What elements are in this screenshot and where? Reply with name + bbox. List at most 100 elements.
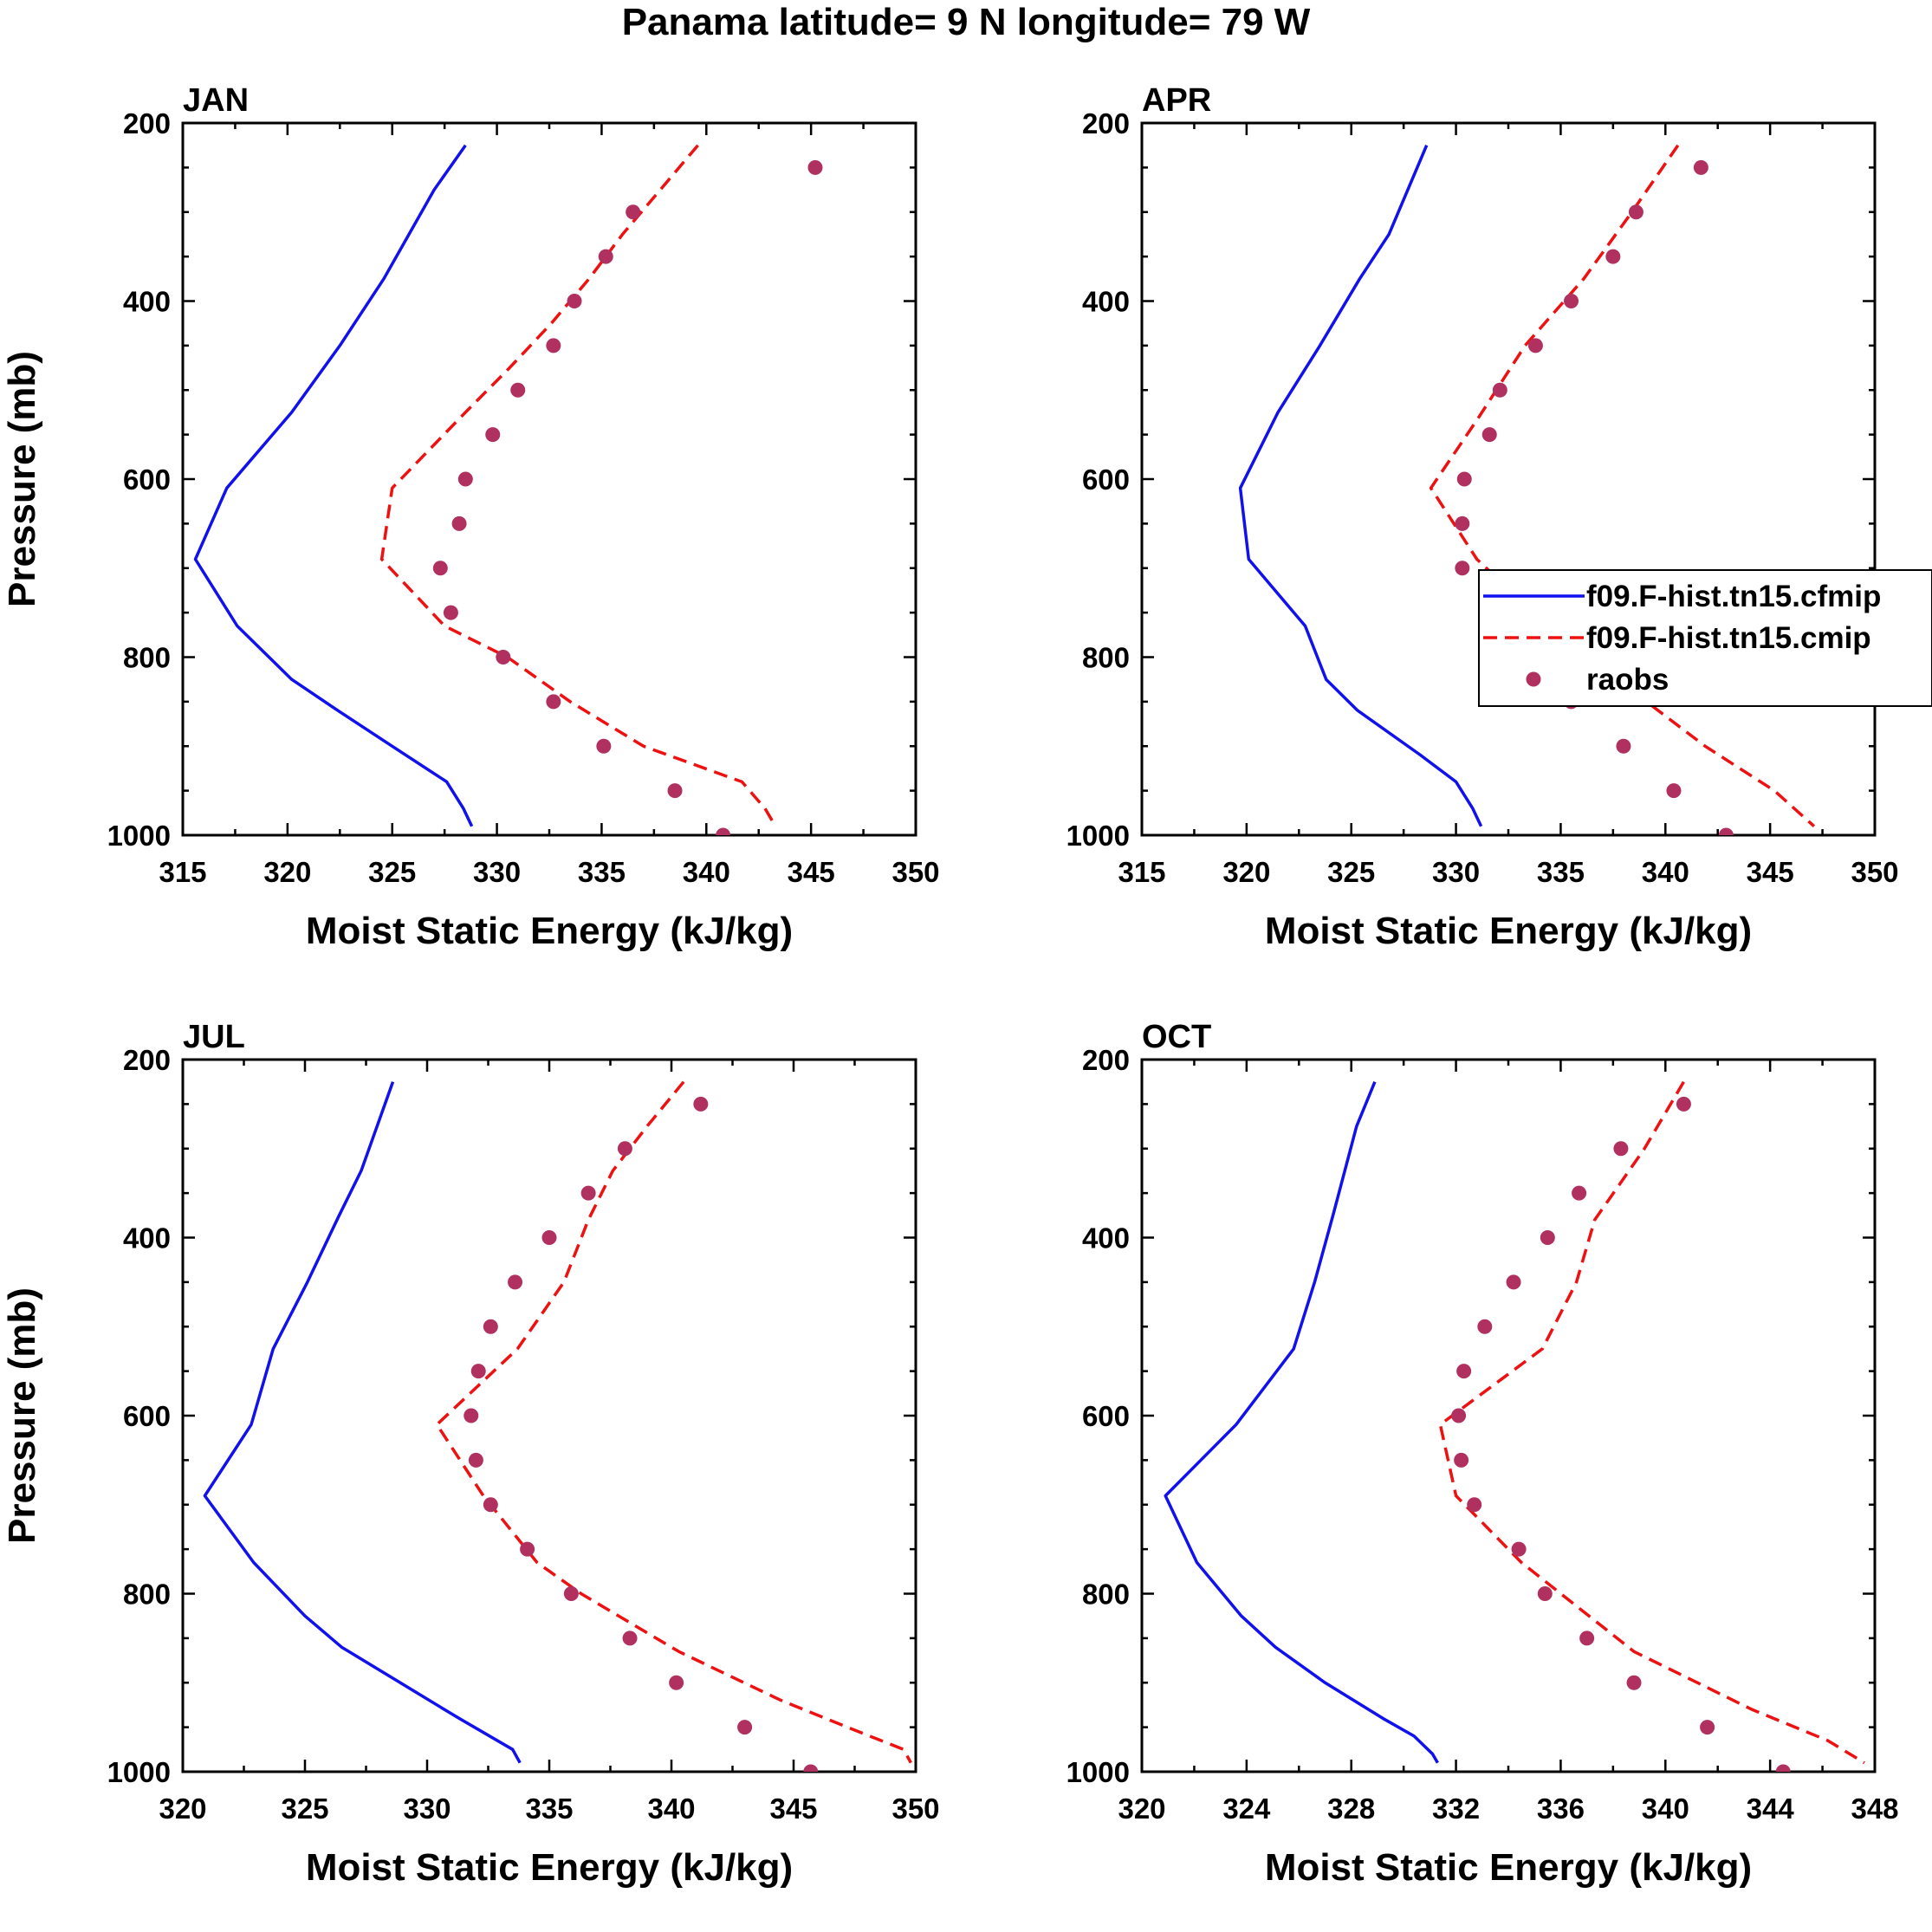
raobs-point <box>1676 1096 1691 1112</box>
plot-frame <box>181 121 917 837</box>
raobs-point <box>563 1586 579 1601</box>
chart-panel-apr: 315 320 325 330 335 340 345 350 200 400 600 800 1000… <box>1066 82 1899 952</box>
x-tick-label: 340 <box>647 1793 695 1825</box>
x-tick-label: 345 <box>769 1793 817 1825</box>
raobs-point <box>1775 1764 1791 1772</box>
cmip-line <box>435 1080 912 1764</box>
raobs-point <box>693 1096 709 1112</box>
y-tick-label: 800 <box>123 642 171 674</box>
raobs-point <box>483 1319 498 1334</box>
x-tick-label: 336 <box>1537 1793 1585 1825</box>
x-tick-label: 320 <box>1222 856 1270 888</box>
raobs-point <box>807 159 823 175</box>
raobs-point <box>546 338 561 353</box>
x-tick-label: 332 <box>1432 1793 1480 1825</box>
raobs-point <box>1467 1497 1482 1513</box>
y-tick-label: 400 <box>123 286 171 318</box>
raobs-point <box>596 738 612 754</box>
y-tick-label: 400 <box>1082 286 1130 318</box>
x-tick-label: 350 <box>1851 856 1898 888</box>
raobs-point <box>567 294 582 308</box>
raobs-point <box>803 1764 819 1772</box>
panels-group: 315 320 325 330 335 340 345 350 200 400 600 800 1000… <box>1 82 1932 1889</box>
x-tick-label: 340 <box>683 856 730 888</box>
y-tick-label: 800 <box>123 1579 171 1611</box>
chart-panel-jan: 315 320 325 330 335 340 345 350 200 400 600 800 1000… <box>1 82 940 952</box>
x-tick-label: 330 <box>403 1793 451 1825</box>
raobs-point <box>1477 1319 1493 1334</box>
figure-title: Panama latitude= 9 N longitude= 79 W <box>622 1 1311 43</box>
raobs-point <box>1492 382 1507 398</box>
cmip-line <box>1438 1080 1865 1765</box>
cfmip-line <box>1238 145 1483 827</box>
y-tick-label: 800 <box>1082 1579 1130 1611</box>
raobs-point <box>580 1185 596 1201</box>
x-tick-label: 320 <box>1118 1793 1165 1825</box>
cmip-line <box>379 144 777 827</box>
raobs-point <box>496 650 511 665</box>
x-tick-label: 350 <box>891 1793 939 1825</box>
y-tick-label: 400 <box>123 1222 171 1255</box>
raobs-point <box>470 1364 486 1379</box>
x-tick-label: 325 <box>368 856 416 888</box>
x-tick-label: 330 <box>1432 856 1480 888</box>
raobs-point <box>1613 1141 1629 1157</box>
x-tick-label: 340 <box>1642 1793 1689 1825</box>
raobs-point <box>617 1141 632 1157</box>
x-tick-label: 350 <box>891 856 939 888</box>
y-tick-label: 600 <box>123 464 171 496</box>
raobs-point <box>667 783 683 799</box>
y-tick-label: 200 <box>123 1044 171 1076</box>
y-tick-label: 800 <box>1082 642 1130 674</box>
raobs-point <box>546 694 561 710</box>
raobs-point <box>626 204 641 220</box>
raobs-point <box>1718 827 1734 835</box>
y-tick-label: 1000 <box>1066 1756 1130 1788</box>
x-tick-label: 328 <box>1327 1793 1375 1825</box>
cmip-line <box>1429 144 1816 828</box>
raobs-point <box>1456 1364 1472 1379</box>
raobs-point <box>1693 159 1708 175</box>
raobs-point <box>483 1497 498 1513</box>
raobs-point <box>1537 1586 1553 1601</box>
raobs-point <box>520 1541 535 1557</box>
x-tick-label: 325 <box>281 1793 328 1825</box>
raobs-point <box>468 1452 483 1468</box>
y-tick-label: 200 <box>1082 1044 1130 1076</box>
plot-area <box>193 144 823 835</box>
raobs-point <box>485 427 501 443</box>
raobs-point <box>598 249 613 264</box>
y-axis-label: Pressure (mb) <box>1 351 43 607</box>
x-tick-label: 320 <box>159 1793 206 1825</box>
y-tick-label: 1000 <box>1066 820 1130 852</box>
raobs-point <box>1605 249 1621 264</box>
panel-title: APR <box>1142 82 1211 119</box>
y-tick-label: 600 <box>1082 1400 1130 1432</box>
x-tick-label: 315 <box>1118 856 1165 888</box>
plot-area <box>1164 1080 1865 1772</box>
x-tick-label: 324 <box>1222 1793 1271 1825</box>
raobs-point <box>716 827 731 835</box>
chart-panel-jul: 320 325 330 335 340 345 350 200 400 600 800 1000 JUL… <box>1 1019 940 1889</box>
raobs-point <box>1481 427 1497 443</box>
raobs-point <box>737 1720 753 1735</box>
x-tick-label: 348 <box>1851 1793 1898 1825</box>
raobs-point <box>1455 515 1470 531</box>
raobs-point <box>1666 783 1682 799</box>
raobs-point <box>541 1230 557 1245</box>
x-tick-label: 335 <box>578 856 626 888</box>
raobs-point <box>1700 1720 1715 1735</box>
plot-area <box>203 1080 912 1772</box>
plot-area <box>1238 144 1816 835</box>
plot-frame <box>1140 121 1877 837</box>
x-tick-label: 325 <box>1327 856 1375 888</box>
x-tick-label: 335 <box>525 1793 573 1825</box>
raobs-point <box>622 1631 638 1646</box>
raobs-point <box>1511 1541 1527 1557</box>
legend-label: raobs <box>1586 663 1669 697</box>
panel-title: JUL <box>183 1019 245 1055</box>
x-tick-label: 330 <box>473 856 521 888</box>
legend-label: f09.F-hist.tn15.cmip <box>1586 621 1871 655</box>
plot-frame <box>1140 1058 1877 1773</box>
raobs-point <box>1527 338 1543 353</box>
